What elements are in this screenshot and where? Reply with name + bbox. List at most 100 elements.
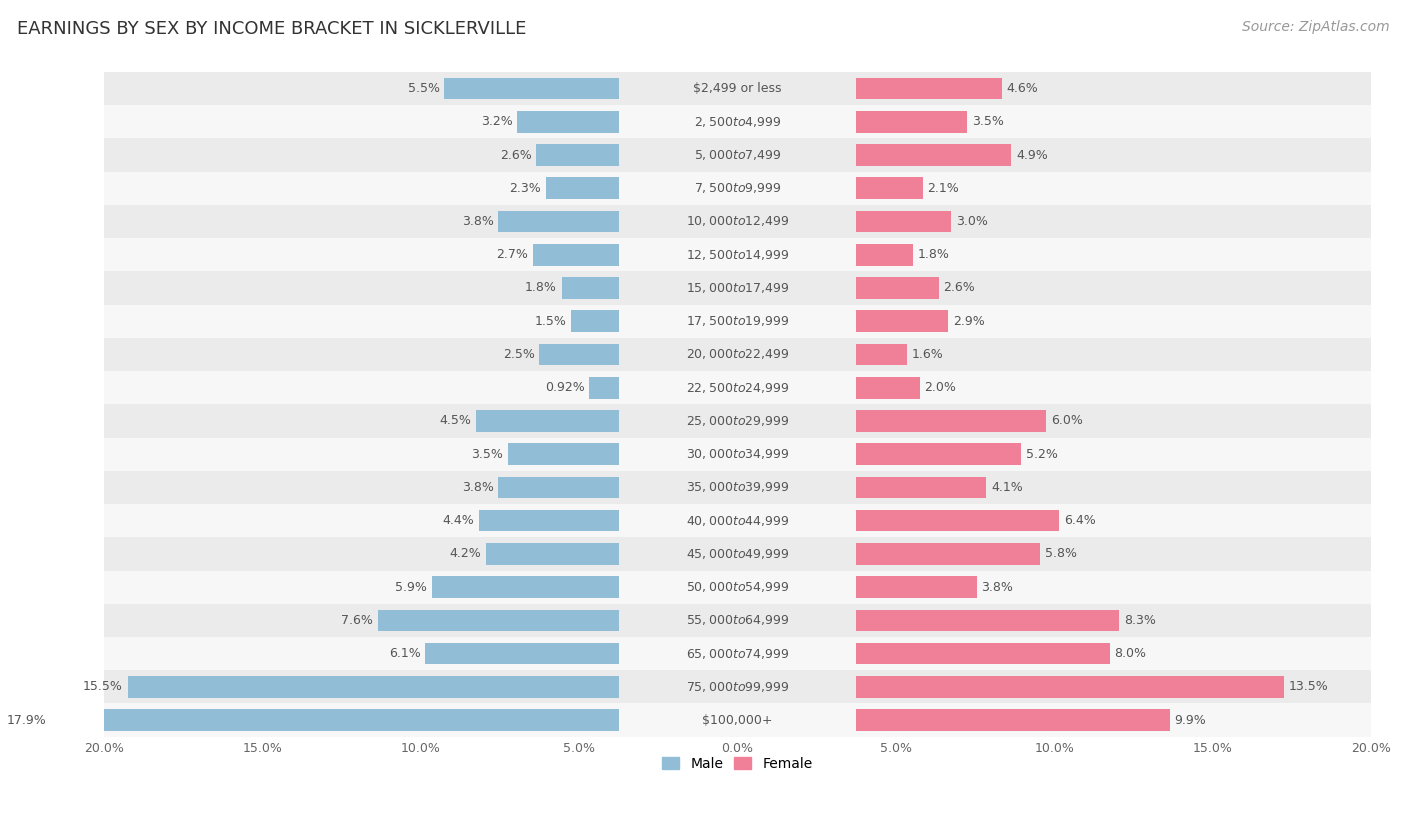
Text: $35,000 to $39,999: $35,000 to $39,999 [686,480,789,494]
Bar [619,571,856,604]
Bar [479,510,619,532]
Text: 5.5%: 5.5% [408,82,440,95]
Bar [533,244,619,266]
Bar [485,543,619,565]
Bar [128,676,619,698]
Bar [104,571,1371,604]
Text: 4.4%: 4.4% [443,514,474,527]
Bar [104,371,1371,404]
Text: $75,000 to $99,999: $75,000 to $99,999 [686,680,789,693]
Text: $22,500 to $24,999: $22,500 to $24,999 [686,380,789,394]
Bar [856,410,1046,432]
Bar [104,703,1371,737]
Bar [856,543,1040,565]
Bar [498,211,619,233]
Bar [104,670,1371,703]
Text: 2.7%: 2.7% [496,248,529,261]
Bar [104,404,1371,437]
Bar [856,244,914,266]
Text: 5.2%: 5.2% [1026,448,1057,461]
Bar [856,277,939,299]
Text: 2.9%: 2.9% [953,315,984,328]
Text: 2.6%: 2.6% [943,281,976,294]
Bar [517,111,619,133]
Text: 3.8%: 3.8% [461,215,494,228]
Text: 6.4%: 6.4% [1064,514,1095,527]
Text: $55,000 to $64,999: $55,000 to $64,999 [686,613,789,628]
Text: 7.6%: 7.6% [342,614,373,627]
Bar [619,404,856,437]
Bar [498,476,619,498]
Bar [104,72,1371,105]
Bar [104,604,1371,637]
Bar [856,610,1119,631]
Text: $100,000+: $100,000+ [702,714,773,727]
Bar [619,272,856,305]
Bar [444,78,619,99]
Bar [104,471,1371,504]
Bar [856,311,948,332]
Bar [856,377,920,398]
Text: $17,500 to $19,999: $17,500 to $19,999 [686,314,789,328]
Bar [540,344,619,365]
Bar [619,637,856,670]
Text: $15,000 to $17,499: $15,000 to $17,499 [686,281,789,295]
Bar [856,111,967,133]
Text: $30,000 to $34,999: $30,000 to $34,999 [686,447,789,461]
Bar [619,437,856,471]
Text: 3.8%: 3.8% [981,580,1014,593]
Bar [104,205,1371,238]
Text: 5.9%: 5.9% [395,580,427,593]
Text: 4.5%: 4.5% [440,415,471,428]
Bar [856,676,1284,698]
Text: 1.5%: 1.5% [534,315,567,328]
Bar [104,504,1371,537]
Bar [104,437,1371,471]
Bar [856,78,1002,99]
Text: 9.9%: 9.9% [1174,714,1206,727]
Text: $20,000 to $22,499: $20,000 to $22,499 [686,347,789,362]
Bar [104,305,1371,338]
Text: 3.2%: 3.2% [481,115,512,128]
Bar [856,643,1109,664]
Bar [856,709,1170,731]
Text: 1.8%: 1.8% [524,281,557,294]
Text: 1.8%: 1.8% [918,248,950,261]
Bar [104,238,1371,272]
Text: 3.0%: 3.0% [956,215,988,228]
Bar [619,604,856,637]
Bar [561,277,619,299]
Text: 4.2%: 4.2% [449,547,481,560]
Text: 3.8%: 3.8% [461,481,494,494]
Bar [619,504,856,537]
Text: 0.92%: 0.92% [546,381,585,394]
Text: $10,000 to $12,499: $10,000 to $12,499 [686,215,789,228]
Legend: Male, Female: Male, Female [657,751,818,776]
Bar [856,476,986,498]
Text: $50,000 to $54,999: $50,000 to $54,999 [686,580,789,594]
Bar [619,172,856,205]
Text: 8.0%: 8.0% [1115,647,1146,660]
Text: $45,000 to $49,999: $45,000 to $49,999 [686,547,789,561]
Bar [856,510,1059,532]
Bar [619,105,856,138]
Bar [104,105,1371,138]
Bar [104,338,1371,371]
Bar [378,610,619,631]
Bar [589,377,619,398]
Text: $25,000 to $29,999: $25,000 to $29,999 [686,414,789,428]
Bar [104,138,1371,172]
Bar [426,643,619,664]
Bar [619,205,856,238]
Text: 2.5%: 2.5% [503,348,534,361]
Text: 4.1%: 4.1% [991,481,1022,494]
Bar [856,144,1011,166]
Text: 4.6%: 4.6% [1007,82,1039,95]
Text: 2.1%: 2.1% [928,182,959,195]
Text: 1.6%: 1.6% [911,348,943,361]
Bar [619,138,856,172]
Text: Source: ZipAtlas.com: Source: ZipAtlas.com [1241,20,1389,34]
Bar [104,537,1371,571]
Bar [619,670,856,703]
Text: $65,000 to $74,999: $65,000 to $74,999 [686,646,789,661]
